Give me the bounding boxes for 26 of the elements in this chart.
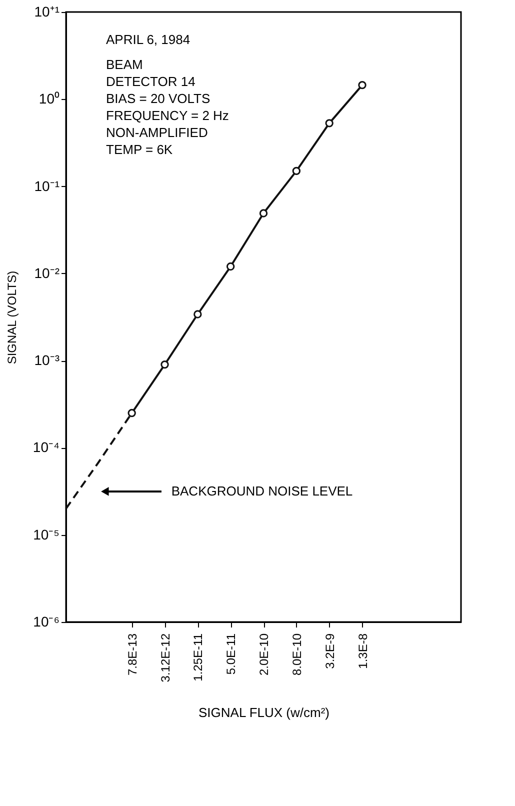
- x-tick-label: 3.2E-9: [322, 633, 337, 669]
- annotation: BIAS = 20 VOLTS: [106, 91, 210, 106]
- annotation: NON-AMPLIFIED: [106, 125, 208, 140]
- y-tick-label: 10⁻¹: [34, 178, 60, 194]
- x-tick-label: 8.0E-10: [290, 633, 304, 676]
- y-tick-label: 10⁰: [38, 90, 60, 107]
- y-tick-label: 10⁻⁶: [33, 614, 60, 630]
- annotation: BEAM: [106, 57, 143, 72]
- annotation: BACKGROUND NOISE LEVEL: [171, 483, 353, 498]
- y-tick-label: 10⁺¹: [34, 4, 60, 20]
- x-tick-label: 1.3E-8: [356, 633, 370, 669]
- annotation: APRIL 6, 1984: [106, 32, 190, 47]
- y-tick-label: 10⁻⁵: [33, 526, 60, 542]
- annotation: DETECTOR 14: [106, 74, 196, 89]
- x-tick-label: 3.12E-12: [158, 633, 172, 682]
- annotation: TEMP = 6K: [106, 142, 173, 157]
- y-axis-title: SIGNAL (VOLTS): [4, 270, 19, 364]
- y-tick-label: 10⁻⁴: [32, 439, 60, 456]
- x-tick-label: 7.8E-13: [125, 633, 140, 676]
- x-tick-label: 2.0E-10: [257, 633, 271, 676]
- annotation: FREQUENCY = 2 Hz: [106, 108, 229, 123]
- x-tick-label: 5.0E-11: [224, 633, 238, 675]
- x-axis-title: SIGNAL FLUX (w/cm²): [198, 705, 330, 720]
- x-tick-label: 1.25E-11: [191, 633, 206, 682]
- y-tick-label: 10⁻³: [34, 352, 60, 368]
- y-tick-label: 10⁻²: [34, 264, 60, 281]
